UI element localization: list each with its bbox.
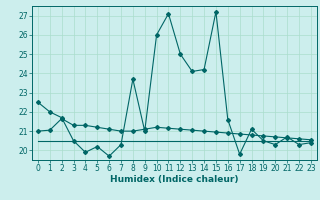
X-axis label: Humidex (Indice chaleur): Humidex (Indice chaleur) — [110, 175, 239, 184]
